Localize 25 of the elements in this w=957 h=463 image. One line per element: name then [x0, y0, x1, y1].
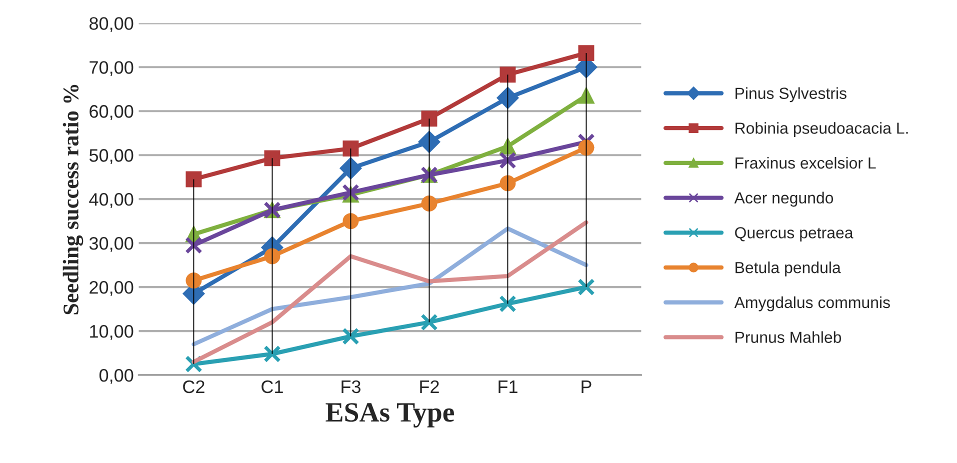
- legend-label: Acer negundo: [734, 192, 834, 207]
- legend-label: Betula pendula: [736, 262, 841, 276]
- y-tick-label: 50,00: [89, 149, 134, 164]
- y-tick-label: 40,00: [89, 193, 134, 208]
- legend-label: Quercus petraea: [735, 227, 854, 242]
- legend-label: Amygdalus communis: [734, 296, 890, 312]
- legend-label: Fraxinus excelsior L: [736, 156, 876, 169]
- y-tick-label: 20,00: [90, 280, 134, 296]
- y-tick-label: 80,00: [90, 17, 134, 32]
- y-tick-label: 60,00: [90, 105, 134, 120]
- legend-label: Prunus Mahleb: [736, 331, 842, 343]
- y-axis-title: Seedling success ratio %: [62, 84, 84, 314]
- legend-label: Robinia pseudoacacia L.: [736, 122, 908, 137]
- x-tick-label: F3: [342, 380, 360, 394]
- x-tick-label: C1: [262, 380, 283, 394]
- x-axis-title: ESAs Type: [326, 403, 454, 428]
- x-tick-label: F2: [420, 380, 439, 393]
- x-tick-label: P: [582, 380, 592, 393]
- y-tick-label: 70,00: [90, 61, 134, 76]
- x-tick-label: C2: [183, 380, 204, 394]
- y-tick-label: 10,00: [90, 324, 134, 340]
- legend-label: Pinus Sylvestris: [736, 87, 846, 102]
- y-tick-label: 0,00: [99, 368, 134, 384]
- x-tick-label: F1: [498, 380, 518, 393]
- y-tick-label: 30,00: [89, 237, 134, 252]
